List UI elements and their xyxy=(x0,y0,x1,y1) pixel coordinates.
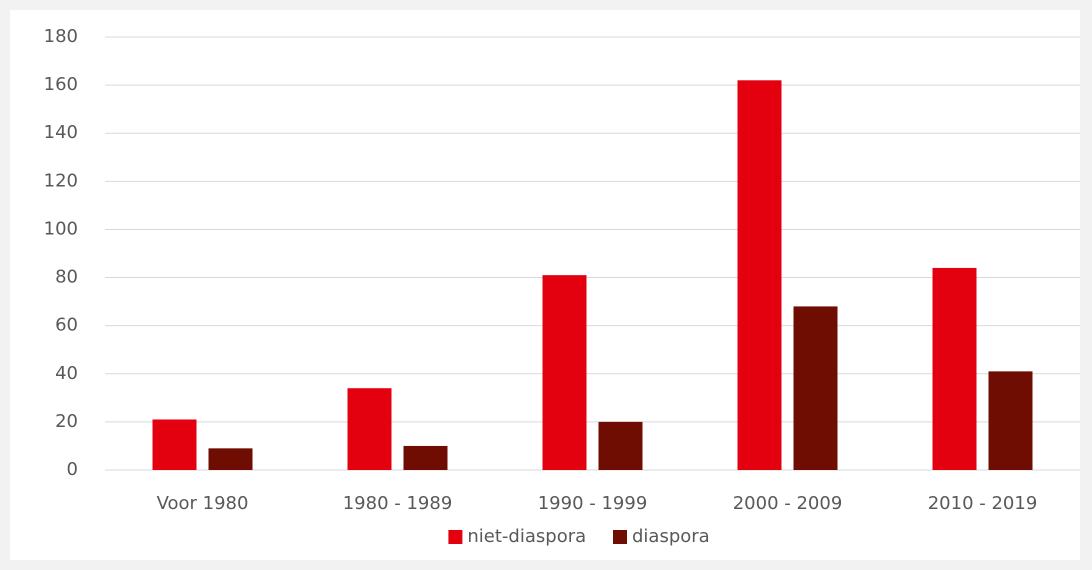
x-tick-label: 1980 - 1989 xyxy=(343,493,453,514)
bar xyxy=(403,445,448,470)
x-tick-label: Voor 1980 xyxy=(157,493,249,514)
legend-label: diaspora xyxy=(632,526,710,547)
y-tick-label: 120 xyxy=(44,170,78,191)
y-tick-label: 40 xyxy=(55,363,78,384)
bar xyxy=(542,275,587,470)
x-tick-label: 2000 - 2009 xyxy=(733,493,843,514)
bar xyxy=(152,419,197,470)
y-tick-label: 20 xyxy=(55,411,78,432)
y-tick-label: 80 xyxy=(55,267,78,288)
x-tick-label: 1990 - 1999 xyxy=(538,493,648,514)
bar xyxy=(598,421,643,470)
bar xyxy=(208,448,253,470)
bar xyxy=(793,306,838,470)
y-tick-label: 160 xyxy=(44,74,78,95)
y-tick-label: 140 xyxy=(44,122,78,143)
bar xyxy=(347,388,392,470)
y-tick-label: 0 xyxy=(67,459,78,480)
x-tick-label: 2010 - 2019 xyxy=(928,493,1038,514)
bar xyxy=(988,371,1033,470)
legend-swatch xyxy=(613,530,627,544)
y-tick-label: 100 xyxy=(44,218,78,239)
bar xyxy=(932,267,977,470)
bar xyxy=(737,80,782,471)
legend-label: niet-diaspora xyxy=(467,526,586,547)
legend-swatch xyxy=(448,530,463,544)
y-tick-label: 60 xyxy=(55,315,78,336)
y-tick-label: 180 xyxy=(44,26,78,47)
